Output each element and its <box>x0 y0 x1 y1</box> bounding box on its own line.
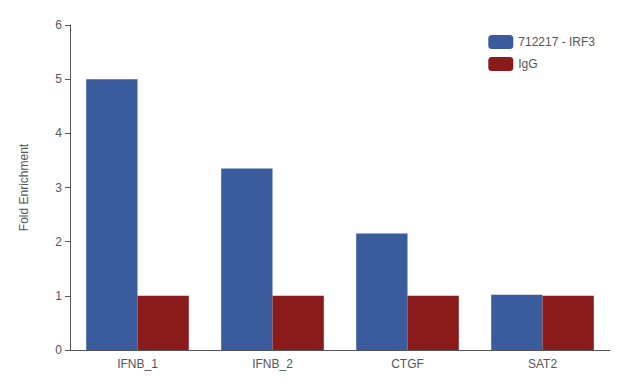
svg-text:1: 1 <box>55 289 62 303</box>
svg-text:IgG: IgG <box>518 57 537 71</box>
svg-text:SAT2: SAT2 <box>528 357 557 371</box>
svg-text:IFNB_2: IFNB_2 <box>252 357 293 371</box>
svg-text:Fold Enrichment: Fold Enrichment <box>17 143 31 231</box>
svg-text:5: 5 <box>55 72 62 86</box>
svg-text:IFNB_1: IFNB_1 <box>117 357 158 371</box>
svg-text:0: 0 <box>55 343 62 357</box>
svg-text:6: 6 <box>55 18 62 32</box>
svg-text:3: 3 <box>55 181 62 195</box>
svg-text:4: 4 <box>55 126 62 140</box>
svg-text:CTGF: CTGF <box>391 357 424 371</box>
svg-text:2: 2 <box>55 235 62 249</box>
svg-text:712217 - IRF3: 712217 - IRF3 <box>518 35 595 49</box>
